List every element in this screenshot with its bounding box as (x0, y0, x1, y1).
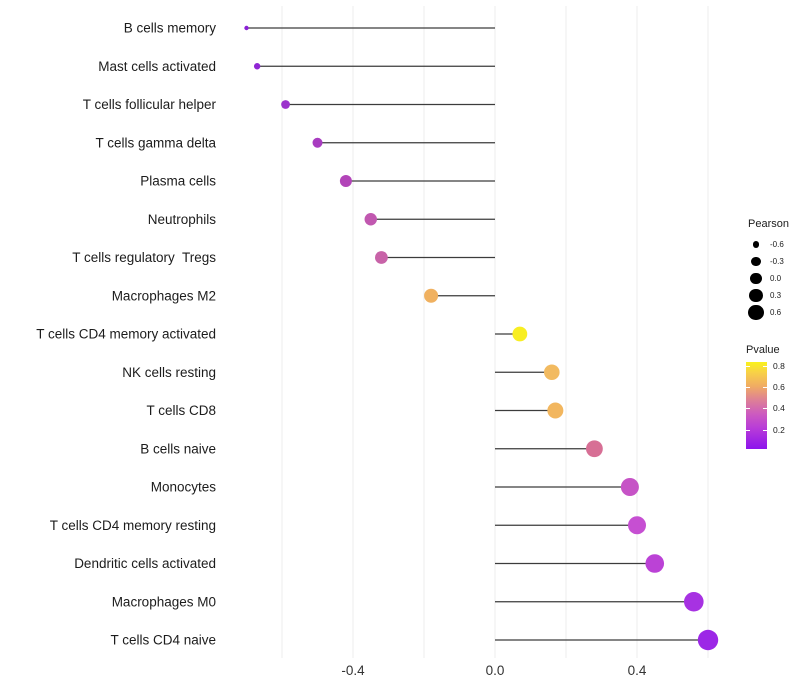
size-legend-dot-icon (750, 272, 762, 285)
category-label: Macrophages M0 (112, 594, 216, 609)
lollipop-dot (628, 516, 646, 535)
category-label: Dendritic cells activated (74, 556, 216, 571)
category-label: T cells CD4 memory activated (36, 327, 216, 342)
color-legend-title: Pvalue (746, 344, 780, 356)
lollipop-dot (375, 251, 388, 264)
size-legend-entry-label: 0.6 (770, 308, 782, 317)
size-legend-dot-col (748, 256, 764, 267)
category-label: Monocytes (151, 480, 217, 495)
size-legend-entry: 0.0 (748, 270, 789, 287)
category-label: Macrophages M2 (112, 288, 216, 303)
color-legend-tick-label: 0.8 (773, 360, 785, 371)
lollipop-dot (253, 63, 261, 70)
color-gradient-bar (746, 362, 767, 449)
x-tick-label: -0.4 (341, 663, 365, 678)
size-legend-dot-col (748, 272, 764, 285)
size-legend-dot-col (748, 288, 764, 303)
lollipop-dot (620, 478, 639, 496)
color-legend-tick-label: 0.6 (773, 381, 785, 392)
category-label: B cells memory (124, 21, 217, 36)
lollipop-dot (424, 288, 439, 303)
category-label: T cells gamma delta (95, 135, 216, 150)
size-legend-entry-label: 0.0 (770, 274, 782, 283)
lollipop-dot (645, 554, 665, 573)
size-legend-entry-label: -0.3 (770, 257, 784, 266)
category-label: T cells CD8 (146, 403, 216, 418)
category-label: T cells regulatory Tregs (72, 250, 216, 265)
color-legend-tick (746, 386, 750, 388)
color-legend-tick-label: 0.4 (773, 403, 785, 414)
color-legend-gradient-wrap: 0.8 0.6 0.4 0.2 (746, 361, 785, 449)
size-legend-dot-icon (752, 241, 760, 248)
lollipop-dot (244, 25, 249, 31)
lollipop-dot (684, 591, 704, 612)
lollipop-dot (312, 137, 323, 148)
x-tick-label: 0.0 (486, 663, 505, 678)
color-legend-tick-label: 0.2 (773, 424, 785, 435)
category-label: T cells follicular helper (83, 97, 217, 112)
size-legend-entry: 0.3 (748, 287, 789, 304)
color-legend-tick (746, 408, 750, 410)
size-legend-entry-label: 0.3 (770, 291, 782, 300)
category-label: T cells CD4 naive (110, 633, 216, 648)
lollipop-dot (281, 100, 290, 109)
lollipop-dot (339, 175, 352, 187)
size-legend-entry: 0.6 (748, 304, 789, 321)
category-label: NK cells resting (122, 365, 216, 380)
category-label: T cells CD4 memory resting (50, 518, 216, 533)
color-legend-tick (763, 429, 767, 431)
size-legend-entry-label: -0.6 (770, 240, 784, 249)
color-legend: Pvalue 0.8 0.6 0.4 0.2 (746, 344, 785, 449)
size-legend-entry: -0.3 (748, 253, 789, 270)
color-legend-tick (746, 429, 750, 431)
lollipop-dot (697, 629, 719, 651)
category-label: Neutrophils (148, 212, 217, 227)
category-label: B cells naive (140, 441, 216, 456)
category-label: Mast cells activated (98, 59, 216, 74)
size-legend-dot-icon (751, 256, 761, 267)
size-legend-entry: -0.6 (748, 236, 789, 253)
x-tick-label: 0.4 (628, 663, 647, 678)
size-legend-dot-col (748, 304, 764, 321)
size-legend-dot-icon (749, 288, 763, 303)
color-legend-tick (746, 365, 750, 367)
size-legend-dot-col (748, 241, 764, 248)
color-legend-tick (763, 386, 767, 388)
color-legend-tick (763, 408, 767, 410)
size-legend-dot-icon (748, 304, 764, 321)
size-legend-entries: -0.6 -0.3 0.0 0.3 0.6 (748, 236, 789, 321)
lollipop-dot (547, 402, 564, 419)
color-legend-tick (763, 365, 767, 367)
lollipop-dot (512, 326, 528, 342)
size-legend: Pearson -0.6 -0.3 0.0 0.3 0.6 (748, 218, 789, 321)
lollipop-dot (586, 440, 603, 458)
category-label: Plasma cells (140, 174, 216, 189)
lollipop-dot (544, 364, 560, 381)
lollipop-dot (364, 213, 377, 226)
size-legend-title: Pearson (748, 218, 789, 230)
